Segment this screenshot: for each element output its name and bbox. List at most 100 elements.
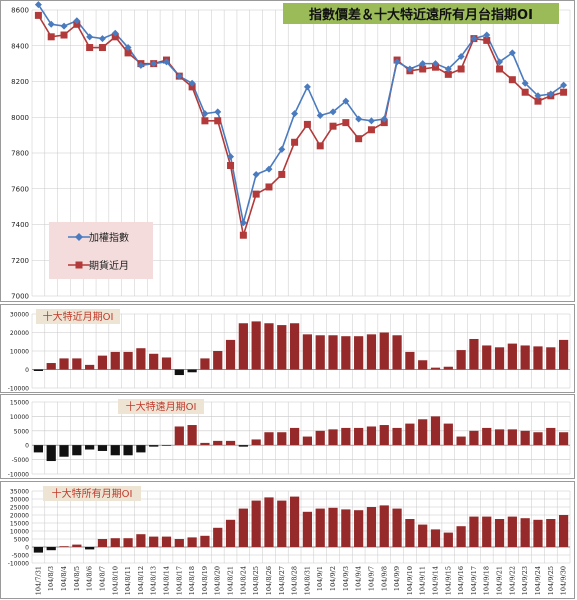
y-tick-label: 30000 — [10, 312, 29, 319]
legend-label-futures: 期貨近月 — [89, 259, 129, 272]
index-point — [521, 79, 529, 87]
legend-marker-index — [75, 233, 83, 241]
bar — [533, 346, 543, 370]
bar — [494, 347, 505, 370]
bar — [354, 427, 364, 446]
bar — [264, 323, 274, 370]
futures-point — [432, 63, 439, 71]
main-chart-title-box — [283, 3, 559, 24]
x-tick-label: 104/8/19 — [201, 566, 209, 595]
y-tick-label: -5000 — [12, 553, 30, 560]
y-tick-label: 8400 — [11, 42, 29, 50]
bar — [443, 366, 453, 370]
x-tick-label: 104/9/18 — [483, 566, 491, 595]
index-point — [496, 58, 504, 66]
index-point — [419, 60, 427, 68]
x-tick-label: 104/9/30 — [560, 566, 568, 595]
bar — [520, 430, 530, 446]
bar — [482, 516, 492, 547]
x-tick-label: 104/8/14 — [163, 566, 171, 595]
bar — [85, 364, 95, 370]
index-point — [98, 35, 106, 43]
bar — [123, 538, 133, 547]
bar — [315, 335, 325, 370]
x-tick-label: 104/8/6 — [86, 566, 94, 591]
bar — [482, 427, 492, 446]
bar — [341, 336, 351, 370]
bar — [174, 539, 184, 547]
futures-point — [34, 11, 42, 19]
bar — [302, 334, 313, 370]
index-point — [380, 115, 388, 123]
all-month-bars — [33, 496, 569, 553]
y-tick-label: 7400 — [11, 221, 29, 229]
index-point — [457, 52, 465, 60]
bar — [379, 425, 389, 446]
bar — [328, 507, 338, 547]
y-tick-label: 7200 — [11, 257, 29, 265]
index-point — [444, 65, 452, 73]
y-tick-label: 8600 — [11, 7, 29, 15]
index-point — [547, 90, 555, 98]
index-point — [86, 33, 94, 41]
y-tick-label: 20000 — [10, 330, 29, 337]
bar — [533, 519, 543, 547]
futures-point — [201, 117, 209, 125]
bar — [59, 358, 69, 370]
x-tick-label: 104/9/10 — [406, 566, 414, 595]
all-month-title: 十大特所有月期OI — [52, 487, 133, 500]
futures-point — [98, 44, 106, 52]
index-point — [342, 97, 350, 105]
index-point — [291, 110, 299, 118]
bar — [507, 429, 517, 446]
y-tick-label: 10000 — [10, 349, 29, 356]
futures-point — [291, 138, 299, 146]
index-point — [534, 92, 542, 100]
bar — [187, 537, 197, 547]
bar — [392, 335, 402, 370]
bar — [110, 351, 120, 370]
futures-point — [214, 117, 222, 125]
x-tick-label: 104/8/20 — [214, 566, 222, 595]
bar — [33, 369, 44, 371]
bar — [200, 442, 210, 446]
y-tick-label: 10000 — [10, 414, 29, 421]
main-chart-series — [34, 1, 568, 239]
y-tick-label: 8000 — [11, 114, 29, 122]
index-point — [508, 49, 516, 57]
bar — [302, 436, 313, 446]
x-tick-label: 104/8/10 — [111, 566, 119, 595]
bar — [149, 445, 159, 447]
futures-point — [342, 119, 350, 127]
x-tick-label: 104/9/17 — [470, 566, 478, 595]
bar — [97, 539, 108, 547]
index-point — [47, 20, 55, 28]
bar — [200, 358, 210, 370]
y-tick-label: 35000 — [10, 489, 29, 496]
futures-point — [60, 31, 68, 39]
bar — [238, 508, 248, 547]
index-point — [34, 1, 42, 9]
futures-point — [239, 231, 247, 239]
x-tick-label: 104/8/11 — [124, 566, 132, 595]
y-tick-label: 5000 — [14, 537, 29, 544]
x-tick-label: 104/8/24 — [239, 566, 247, 595]
bar — [289, 427, 300, 446]
y-tick-label: 7800 — [11, 150, 29, 158]
index-point — [227, 153, 235, 161]
x-tick-label: 104/8/4 — [60, 566, 68, 591]
bar — [558, 339, 569, 370]
y-tick-label: -10000 — [8, 472, 29, 479]
index-point — [406, 65, 414, 73]
bar — [469, 430, 479, 446]
far-month-bars — [33, 416, 569, 462]
bar — [558, 515, 569, 547]
near-month-bars — [33, 321, 569, 376]
index-point — [483, 31, 491, 39]
bar — [289, 496, 300, 547]
futures-point — [521, 88, 529, 96]
legend-box — [49, 222, 153, 279]
x-tick-label: 104/7/31 — [34, 566, 42, 595]
far-month-title: 十大特遠月期OI — [126, 400, 197, 413]
bar — [251, 439, 261, 446]
